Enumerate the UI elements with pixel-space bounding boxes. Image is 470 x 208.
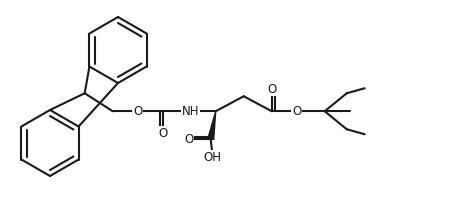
Text: O: O <box>292 105 301 118</box>
Text: OH: OH <box>204 151 222 164</box>
Text: O: O <box>184 133 193 146</box>
Text: O: O <box>133 105 142 118</box>
Polygon shape <box>208 111 216 139</box>
Text: NH: NH <box>182 105 199 118</box>
Text: O: O <box>267 83 276 96</box>
Text: O: O <box>158 127 167 140</box>
